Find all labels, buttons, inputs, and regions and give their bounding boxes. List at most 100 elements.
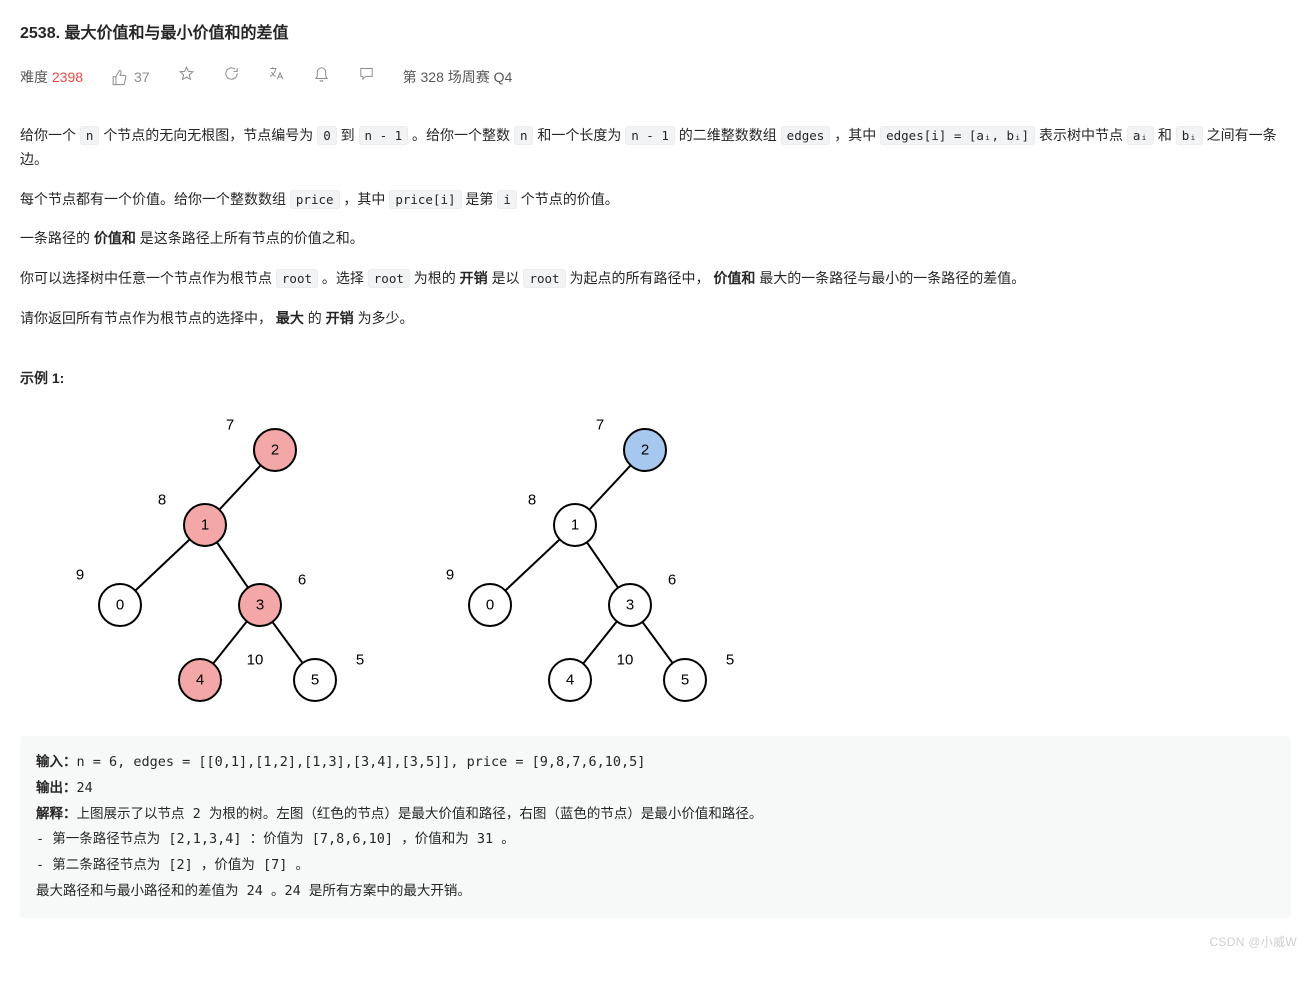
input-label: 输入： bbox=[36, 754, 77, 770]
code-n: n bbox=[80, 126, 100, 145]
tree-node-weight: 5 bbox=[726, 651, 734, 668]
tree-node-label: 0 bbox=[116, 596, 124, 613]
text: ，其中 bbox=[343, 191, 389, 207]
code-i: i bbox=[497, 190, 517, 209]
code-price: price bbox=[290, 190, 340, 209]
tree-node-weight: 6 bbox=[298, 571, 306, 588]
text: 到 bbox=[341, 127, 359, 143]
text: 最大的一条路径与最小的一条路径的差值。 bbox=[759, 270, 1025, 286]
text: 。给你一个整数 bbox=[412, 127, 514, 143]
tree-svg: 27180936410552718093641055 bbox=[50, 405, 790, 705]
tree-edge bbox=[219, 465, 260, 509]
text: 和一个长度为 bbox=[537, 127, 625, 143]
tree-node-weight: 10 bbox=[247, 651, 264, 668]
paragraph-5: 请你返回所有节点作为根节点的选择中， 最大 的 开销 为多少。 bbox=[20, 307, 1291, 331]
bold-text: 最大 bbox=[276, 310, 304, 326]
bold-text: 价值和 bbox=[94, 230, 136, 246]
tree-edge bbox=[213, 621, 247, 663]
tree-edge bbox=[217, 542, 248, 587]
text: 为根的 bbox=[414, 270, 460, 286]
text: 为多少。 bbox=[358, 310, 414, 326]
feedback-button[interactable] bbox=[358, 65, 375, 90]
text: 是以 bbox=[492, 270, 524, 286]
difficulty-value: 2398 bbox=[52, 69, 83, 85]
code-ai: aᵢ bbox=[1127, 126, 1154, 145]
code-n-1: n - 1 bbox=[359, 126, 409, 145]
difficulty: 难度 2398 bbox=[20, 66, 83, 90]
tree-edge bbox=[583, 621, 617, 663]
tree-node-label: 3 bbox=[626, 596, 634, 613]
text: 表示树中节点 bbox=[1039, 127, 1127, 143]
tree-edge bbox=[272, 621, 302, 662]
code-edges: edges bbox=[781, 126, 831, 145]
code-n2: n bbox=[514, 126, 534, 145]
tree-node-weight: 9 bbox=[76, 566, 84, 583]
code-n-1b: n - 1 bbox=[625, 126, 675, 145]
example-diagram: 27180936410552718093641055 bbox=[50, 405, 1291, 713]
tree-node-label: 1 bbox=[571, 516, 579, 533]
tree-edge bbox=[642, 621, 672, 662]
code-0: 0 bbox=[317, 126, 337, 145]
bold-text: 开销 bbox=[326, 310, 354, 326]
input-value: n = 6, edges = [[0,1],[1,2],[1,3],[3,4],… bbox=[77, 754, 646, 770]
tree-node-label: 4 bbox=[196, 671, 204, 688]
text: 为起点的所有路径中， bbox=[569, 270, 709, 286]
code-edges-i: edges[i] = [aᵢ, bᵢ] bbox=[880, 126, 1035, 145]
output-value: 24 bbox=[77, 780, 93, 796]
paragraph-1: 给你一个 n 个节点的无向无根图，节点编号为 0 到 n - 1 。给你一个整数… bbox=[20, 124, 1291, 172]
text: 和 bbox=[1158, 127, 1176, 143]
tree-node-weight: 10 bbox=[617, 651, 634, 668]
text: 的 bbox=[308, 310, 326, 326]
like-button[interactable]: 37 bbox=[111, 66, 150, 90]
explain-bullet-1: - 第一条路径节点为 [2,1,3,4] ：价值为 [7,8,6,10] ，价值… bbox=[36, 831, 515, 847]
text: 每个节点都有一个价值。给你一个整数数组 bbox=[20, 191, 290, 207]
tree-node-weight: 8 bbox=[158, 491, 166, 508]
chat-icon bbox=[358, 65, 375, 82]
translate-button[interactable] bbox=[268, 65, 285, 90]
tree-node-weight: 7 bbox=[226, 416, 234, 433]
tree-node-label: 2 bbox=[271, 441, 279, 458]
text: 是第 bbox=[465, 191, 497, 207]
refresh-icon bbox=[223, 65, 240, 82]
text: 个节点的价值。 bbox=[521, 191, 619, 207]
tree-edge bbox=[135, 539, 189, 590]
code-root2: root bbox=[368, 269, 410, 288]
retry-button[interactable] bbox=[223, 65, 240, 90]
paragraph-2: 每个节点都有一个价值。给你一个整数数组 price ，其中 price[i] 是… bbox=[20, 188, 1291, 212]
text: 是这条路径上所有节点的价值之和。 bbox=[140, 230, 364, 246]
tree-node-label: 2 bbox=[641, 441, 649, 458]
tree-edge bbox=[587, 542, 618, 587]
star-icon bbox=[178, 65, 195, 82]
text: ，其中 bbox=[834, 127, 880, 143]
bell-icon bbox=[313, 65, 330, 82]
tree-edge bbox=[589, 465, 630, 509]
tree-node-label: 1 bbox=[201, 516, 209, 533]
tree-node-weight: 7 bbox=[596, 416, 604, 433]
tree-node-label: 5 bbox=[681, 671, 689, 688]
bell-button[interactable] bbox=[313, 65, 330, 90]
tree-node-label: 5 bbox=[311, 671, 319, 688]
contest-info[interactable]: 第 328 场周赛 Q4 bbox=[403, 66, 513, 90]
text: 一条路径的 bbox=[20, 230, 94, 246]
thumbs-up-icon bbox=[111, 69, 128, 86]
code-root: root bbox=[276, 269, 318, 288]
text: 的二维整数数组 bbox=[679, 127, 781, 143]
tree-node-label: 0 bbox=[486, 596, 494, 613]
problem-title: 2538. 最大价值和与最小价值和的差值 bbox=[20, 20, 1291, 47]
difficulty-label: 难度 bbox=[20, 69, 48, 85]
explain-label: 解释： bbox=[36, 806, 77, 822]
text: 你可以选择树中任意一个节点作为根节点 bbox=[20, 270, 276, 286]
example-heading: 示例 1: bbox=[20, 367, 1291, 391]
tree-node-label: 3 bbox=[256, 596, 264, 613]
text: 。选择 bbox=[322, 270, 368, 286]
code-price-i: price[i] bbox=[389, 190, 461, 209]
explain-last: 最大路径和与最小路径和的差值为 24 。24 是所有方案中的最大开销。 bbox=[36, 883, 471, 899]
tree-node-weight: 6 bbox=[668, 571, 676, 588]
like-count: 37 bbox=[134, 66, 150, 90]
star-button[interactable] bbox=[178, 65, 195, 90]
text: 个节点的无向无根图，节点编号为 bbox=[103, 127, 317, 143]
tree-edge bbox=[505, 539, 559, 590]
code-root3: root bbox=[523, 269, 565, 288]
paragraph-3: 一条路径的 价值和 是这条路径上所有节点的价值之和。 bbox=[20, 227, 1291, 251]
meta-row: 难度 2398 37 第 328 场周赛 Q4 bbox=[20, 65, 1291, 90]
